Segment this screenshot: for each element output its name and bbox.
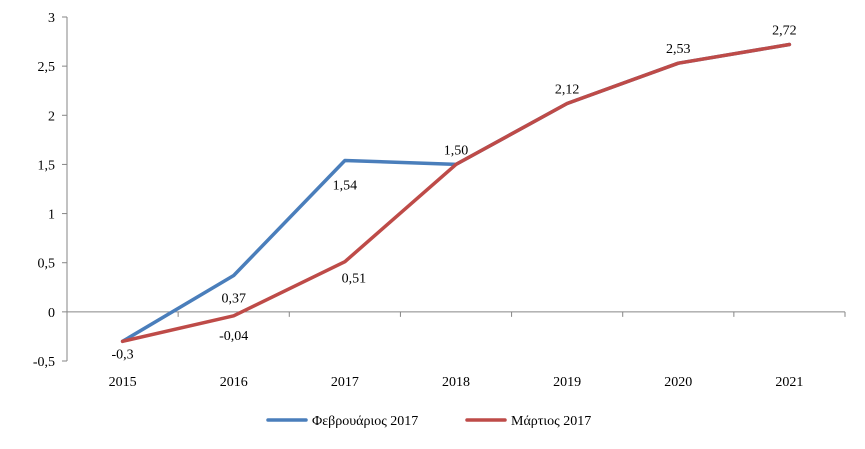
data-label: 1,50	[444, 143, 469, 158]
legend: Φεβρουάριος 2017 Μάρτιος 2017	[266, 414, 591, 429]
data-labels-layer: -0,3 0,37 -0,04 1,54 0,51 1,50 2,12 2,53 2,72	[111, 24, 796, 363]
x-tick-label: 2016	[220, 375, 248, 390]
y-tick-label: 2	[48, 109, 55, 124]
legend-label-march-2017: Μάρτιος 2017	[511, 414, 591, 429]
y-tick-label: -0,5	[33, 355, 55, 370]
data-label: -0,3	[111, 347, 133, 362]
data-label: -0,04	[219, 329, 248, 344]
x-tick-label: 2018	[442, 375, 470, 390]
series-layer	[120, 42, 792, 344]
y-tick-label: 1,5	[38, 158, 56, 173]
y-tick-label: 0	[48, 306, 55, 321]
data-label: 2,72	[772, 24, 797, 39]
x-tick-label: 2015	[109, 375, 137, 390]
x-tick-label: 2019	[553, 375, 581, 390]
data-label: 2,12	[555, 82, 580, 97]
data-label: 0,51	[342, 272, 367, 287]
legend-label-february-2017: Φεβρουάριος 2017	[312, 414, 418, 429]
x-tick-label: 2020	[664, 375, 692, 390]
y-tick-label: 2,5	[38, 60, 56, 75]
series-line-march-2017	[120, 42, 792, 344]
x-tick-label: 2017	[331, 375, 359, 390]
data-label: 1,54	[333, 178, 358, 193]
data-label: 2,53	[666, 42, 691, 57]
x-tick-label: 2021	[775, 375, 803, 390]
y-tick-label: 0,5	[38, 257, 56, 272]
data-label: 0,37	[221, 291, 246, 306]
y-tick-label: 1	[48, 208, 55, 223]
y-tick-label: 3	[48, 11, 55, 26]
